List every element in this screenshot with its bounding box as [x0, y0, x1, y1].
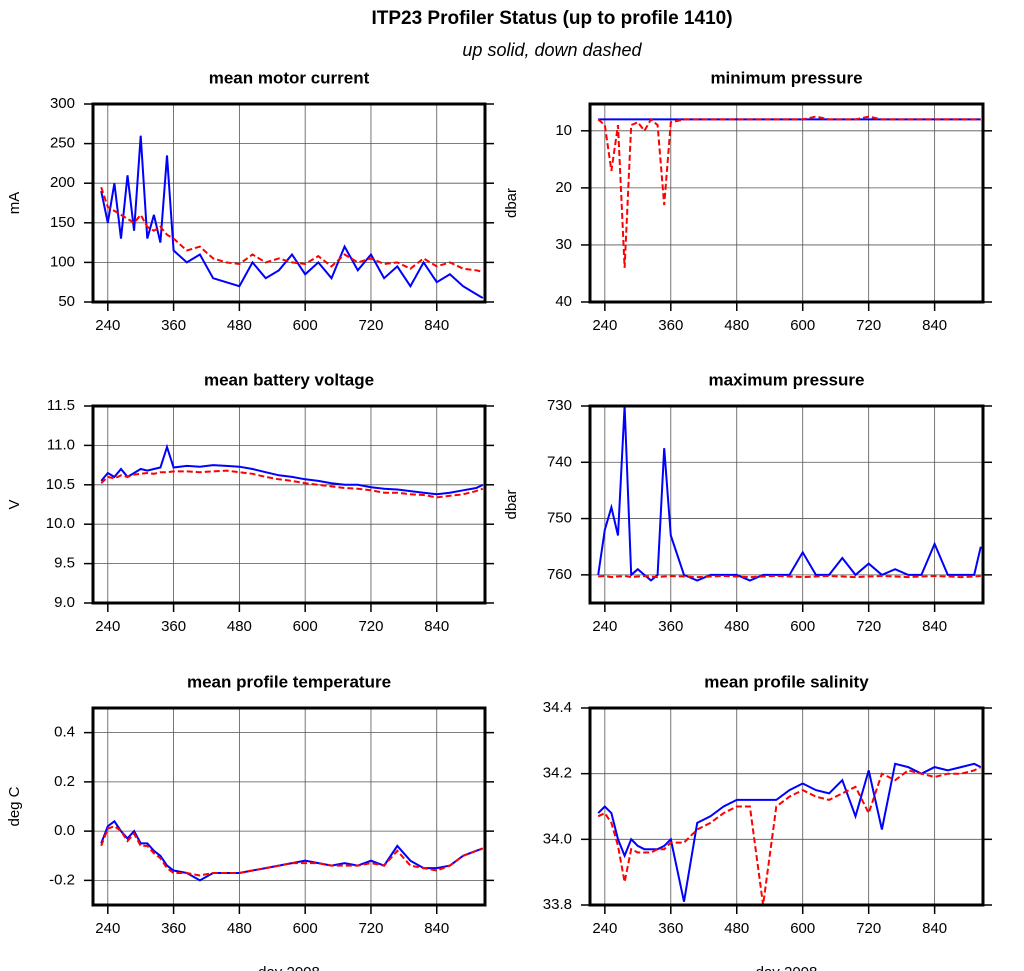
y-tick-label: 100 — [50, 253, 75, 270]
panel-title: mean battery voltage — [204, 370, 374, 389]
x-tick-label: 240 — [592, 618, 617, 635]
y-tick-label: 40 — [555, 293, 572, 310]
panel-title: mean profile salinity — [704, 672, 869, 691]
x-tick-label: 360 — [658, 618, 683, 635]
series-line — [597, 115, 981, 268]
series-line — [100, 135, 484, 299]
x-tick-label: 360 — [161, 618, 186, 635]
x-tick-label: 360 — [658, 317, 683, 334]
x-tick-label: 360 — [658, 920, 683, 937]
x-tick-label: 240 — [592, 317, 617, 334]
x-tick-label: 720 — [856, 920, 881, 937]
x-tick-label: 600 — [790, 920, 815, 937]
y-tick-label: 30 — [555, 236, 572, 253]
series-line — [100, 825, 484, 877]
x-axis-label: day 2008 — [258, 964, 320, 971]
x-tick-label: 840 — [922, 317, 947, 334]
x-tick-label: 240 — [592, 920, 617, 937]
x-tick-label: 480 — [227, 317, 252, 334]
x-tick-label: 480 — [724, 618, 749, 635]
x-tick-label: 240 — [95, 618, 120, 635]
y-tick-label: 200 — [50, 174, 75, 191]
x-tick-label: 720 — [856, 618, 881, 635]
plot-frame — [91, 706, 487, 907]
x-tick-label: 720 — [358, 920, 383, 937]
panel-title: maximum pressure — [709, 370, 865, 389]
y-axis-label: dbar — [503, 489, 520, 519]
x-tick-label: 600 — [293, 920, 318, 937]
x-tick-label: 240 — [95, 920, 120, 937]
x-tick-label: 840 — [424, 920, 449, 937]
x-tick-label: 360 — [161, 317, 186, 334]
plot-frame — [588, 706, 985, 907]
x-tick-label: 840 — [922, 618, 947, 635]
series-line — [597, 766, 982, 906]
plot-frame — [588, 102, 985, 304]
y-tick-label: 11.5 — [47, 397, 75, 414]
series-line — [100, 443, 484, 496]
panel-title: mean profile temperature — [187, 672, 391, 691]
x-tick-label: 840 — [424, 618, 449, 635]
plot-frame — [91, 404, 487, 605]
y-tick-label: 760 — [547, 566, 572, 583]
y-tick-label: 20 — [555, 179, 572, 196]
series-line — [100, 469, 484, 499]
y-tick-label: 50 — [58, 293, 75, 310]
x-tick-label: 480 — [724, 317, 749, 334]
x-tick-label: 600 — [790, 317, 815, 334]
y-tick-label: 10.5 — [46, 476, 75, 493]
figure-subtitle: up solid, down dashed — [462, 40, 642, 60]
series-line — [100, 819, 484, 882]
x-tick-label: 840 — [922, 920, 947, 937]
y-tick-label: 33.8 — [543, 896, 572, 913]
y-tick-label: 34.2 — [543, 765, 572, 782]
y-tick-label: 11.0 — [47, 436, 75, 453]
y-axis-label: deg C — [6, 786, 23, 826]
series-line — [597, 405, 982, 582]
y-tick-label: 150 — [50, 214, 75, 231]
y-tick-label: 0.2 — [54, 773, 75, 790]
y-tick-label: 34.0 — [543, 830, 572, 847]
x-tick-label: 480 — [227, 920, 252, 937]
x-tick-label: 600 — [790, 618, 815, 635]
x-tick-label: 600 — [293, 618, 318, 635]
y-tick-label: 34.4 — [543, 699, 572, 716]
y-axis-label: dbar — [503, 188, 520, 218]
x-tick-label: 720 — [856, 317, 881, 334]
x-tick-label: 720 — [358, 618, 383, 635]
y-tick-label: 750 — [547, 510, 572, 527]
y-tick-label: 250 — [50, 135, 75, 152]
y-axis-label: mA — [6, 192, 23, 215]
y-tick-label: 9.0 — [54, 594, 75, 611]
series-line — [598, 574, 981, 579]
y-tick-label: -0.2 — [49, 871, 75, 888]
y-tick-label: 0.4 — [54, 724, 75, 741]
plot-frame — [588, 404, 985, 605]
y-axis-label: V — [6, 499, 23, 509]
y-tick-label: 730 — [547, 397, 572, 414]
x-tick-label: 840 — [424, 317, 449, 334]
x-axis-label: day 2008 — [756, 964, 818, 971]
plot-frame — [91, 102, 487, 304]
panel-title: mean motor current — [209, 68, 370, 87]
x-tick-label: 240 — [95, 317, 120, 334]
series-line — [597, 762, 982, 902]
x-tick-label: 600 — [293, 317, 318, 334]
y-tick-label: 10 — [555, 122, 572, 139]
y-tick-label: 9.5 — [54, 555, 75, 572]
x-tick-label: 720 — [358, 317, 383, 334]
x-tick-label: 360 — [161, 920, 186, 937]
x-tick-label: 480 — [724, 920, 749, 937]
y-tick-label: 300 — [50, 95, 75, 112]
figure-title: ITP23 Profiler Status (up to profile 141… — [371, 8, 732, 29]
y-tick-label: 740 — [547, 453, 572, 470]
x-tick-label: 480 — [227, 618, 252, 635]
series-line — [100, 186, 484, 273]
y-tick-label: 10.0 — [46, 515, 75, 532]
y-tick-label: 0.0 — [54, 822, 75, 839]
panel-title: minimum pressure — [710, 68, 862, 87]
